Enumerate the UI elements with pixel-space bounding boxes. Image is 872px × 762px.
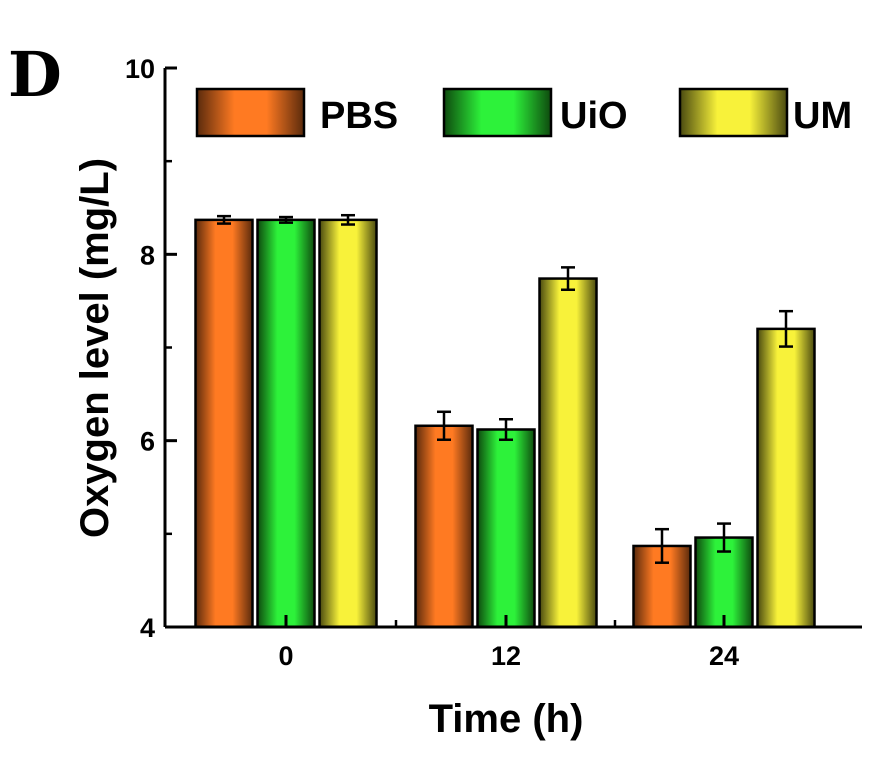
legend: PBS UiO UM — [195, 87, 852, 138]
panel-label: D — [8, 38, 62, 111]
error-bar-pbs-0 — [217, 214, 231, 225]
legend-swatch — [442, 87, 553, 138]
legend-item-um: UM — [678, 87, 852, 138]
x-tick-label: 24 — [709, 641, 739, 671]
bar-pbs-0 — [194, 218, 254, 629]
y-axis-title: Oxygen level (mg/L) — [73, 158, 117, 538]
bar-um-0 — [318, 218, 378, 629]
error-bar-pbs-24 — [655, 527, 669, 564]
bar-um-12 — [538, 277, 598, 629]
y-tick-label: 8 — [140, 240, 155, 270]
bar-uio-12 — [476, 428, 536, 629]
error-bar-um-24 — [779, 309, 793, 348]
legend-item-pbs: PBS — [195, 87, 398, 138]
plot-area: 4 6 8 10 0 12 24 — [125, 54, 862, 671]
legend-label: UiO — [560, 95, 628, 137]
legend-label: UM — [793, 95, 852, 137]
bar-um-24 — [756, 327, 816, 629]
x-tick-label: 0 — [278, 641, 293, 671]
y-tick-label: 6 — [140, 427, 155, 457]
error-bar-uio-0 — [279, 215, 293, 224]
bar-pbs-12 — [414, 424, 474, 629]
y-tick-label: 4 — [140, 613, 155, 643]
error-bar-uio-24 — [717, 522, 731, 553]
x-axis-title: Time (h) — [429, 697, 584, 741]
x-tick-label: 12 — [491, 641, 521, 671]
bar-uio-0 — [256, 218, 316, 629]
y-tick-label: 10 — [125, 54, 155, 84]
legend-label: PBS — [320, 95, 398, 137]
legend-swatch — [678, 87, 789, 138]
error-bar-uio-12 — [499, 417, 513, 441]
legend-item-uio: UiO — [442, 87, 628, 138]
error-bar-um-12 — [561, 266, 575, 291]
error-bar-pbs-12 — [437, 410, 451, 441]
error-bar-um-0 — [341, 213, 355, 226]
legend-swatch — [195, 87, 306, 138]
